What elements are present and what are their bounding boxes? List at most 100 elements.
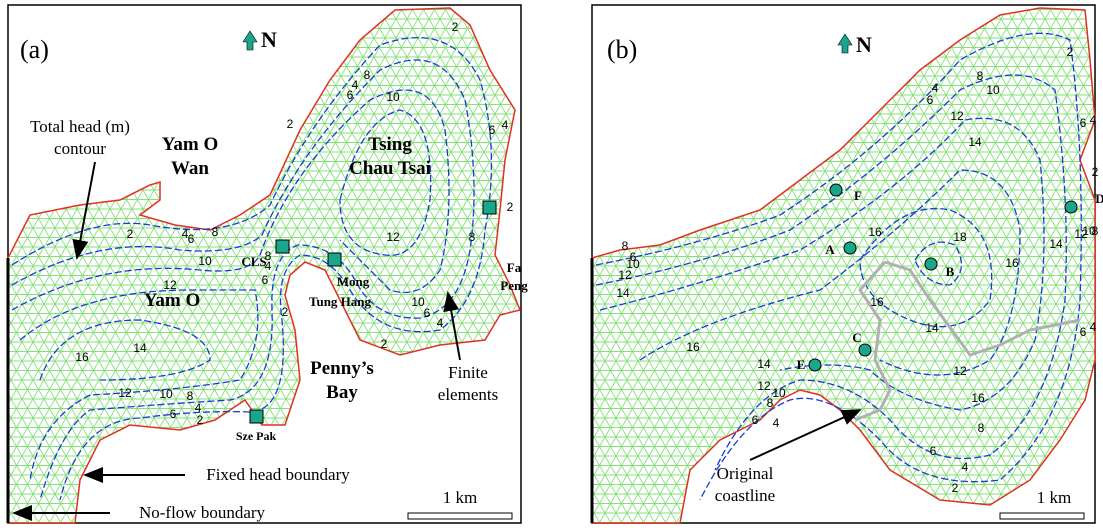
contour-label: 2 — [507, 200, 514, 214]
contour-label: 8 — [1092, 224, 1099, 238]
panel-b: (b) N FABCEDOriginalcoastline1 km2810461… — [592, 5, 1103, 523]
contour-label: 4 — [265, 259, 272, 273]
contour-label: 16 — [1005, 256, 1019, 270]
contour-label: 14 — [757, 357, 771, 371]
place-label: Sze Pak — [236, 429, 277, 443]
contour-label: 14 — [925, 321, 939, 335]
place-label: Original — [717, 464, 774, 483]
observation-well — [925, 258, 937, 270]
observation-well — [859, 344, 871, 356]
place-label: contour — [54, 139, 106, 158]
place-label: Tsing — [368, 134, 412, 155]
contour-label: 6 — [262, 273, 269, 287]
contour-label: 6 — [1080, 325, 1087, 339]
observation-well — [1065, 201, 1077, 213]
contour-label: 10 — [386, 90, 400, 104]
contour-label: 10 — [159, 387, 173, 401]
scale-bar — [1000, 513, 1084, 519]
place-label: Penny’s — [310, 358, 374, 379]
place-label: elements — [438, 385, 498, 404]
contour-label: 2 — [287, 117, 294, 131]
contour-label: 16 — [75, 350, 89, 364]
place-label: Tung Hang — [309, 294, 372, 309]
panel-a: (a) N Total head (m) contour Yam O Wan Tsing… — [8, 5, 528, 523]
contour-label: 8 — [622, 239, 629, 253]
contour-label: 4 — [352, 78, 359, 92]
station — [483, 201, 496, 214]
observation-well — [809, 359, 821, 371]
place-label: E — [797, 357, 806, 372]
panel-label: (b) — [607, 35, 637, 64]
contour-label: 14 — [616, 286, 630, 300]
contour-label: 4 — [502, 118, 509, 132]
scale-bar — [408, 513, 512, 519]
contour-label: 8 — [187, 389, 194, 403]
place-label: Fa — [507, 260, 522, 275]
contour-label: 6 — [489, 123, 496, 137]
north-label: N — [261, 27, 277, 52]
contour-label: 4 — [1090, 113, 1097, 127]
place-label: A — [825, 242, 835, 257]
contour-label: 2 — [127, 227, 134, 241]
place-label: coastline — [715, 486, 775, 505]
contour-label: 12 — [953, 364, 967, 378]
contour-label: 16 — [870, 295, 884, 309]
place-label: F — [854, 188, 862, 203]
contour-label: 2 — [282, 305, 289, 319]
contour-label: 8 — [767, 396, 774, 410]
contour-label: 14 — [1049, 237, 1063, 251]
contour-label: 2 — [452, 20, 459, 34]
panel-label: (a) — [20, 35, 49, 64]
contour-label: 12 — [757, 379, 771, 393]
contour-label: 2 — [381, 337, 388, 351]
place-label: Finite — [448, 363, 488, 382]
place-label: Yam O — [144, 290, 200, 311]
place-label: Bay — [326, 382, 358, 403]
contour-label: 12 — [163, 278, 177, 292]
station — [328, 253, 341, 266]
place-label: Fixed head boundary — [206, 465, 350, 484]
place-label: Yam O — [162, 134, 218, 155]
contour-label: 10 — [198, 254, 212, 268]
contour-label: 4 — [437, 316, 444, 330]
contour-label: 8 — [469, 230, 476, 244]
contour-label: 6 — [630, 250, 637, 264]
contour-label: 2 — [1067, 45, 1074, 59]
contour-label: 16 — [686, 340, 700, 354]
contour-label: 18 — [953, 230, 967, 244]
place-label: No-flow boundary — [139, 503, 266, 522]
observation-well — [830, 184, 842, 196]
contour-label: 16 — [971, 391, 985, 405]
place-label: Wan — [171, 158, 209, 179]
contour-label: 8 — [212, 225, 219, 239]
contour-label: 14 — [133, 341, 147, 355]
place-label: 1 km — [443, 488, 477, 507]
place-label: Chau Tsai — [349, 158, 431, 179]
place-label: B — [946, 264, 955, 279]
contour-label: 10 — [986, 83, 1000, 97]
contour-label: 4 — [773, 416, 780, 430]
contour-label: 6 — [424, 306, 431, 320]
figure: (a) N Total head (m) contour Yam O Wan Tsing… — [0, 0, 1103, 531]
contour-label: 12 — [118, 386, 132, 400]
north-label: N — [856, 32, 872, 57]
contour-label: 12 — [950, 109, 964, 123]
contour-label: 12 — [386, 230, 400, 244]
contour-label: 6 — [927, 93, 934, 107]
contour-label: 16 — [868, 225, 882, 239]
contour-label: 2 — [197, 413, 204, 427]
observation-well — [844, 242, 856, 254]
place-label: Mong — [337, 274, 370, 289]
contour-label: 8 — [364, 68, 371, 82]
place-label: D — [1095, 191, 1103, 206]
contour-label: 6 — [752, 413, 759, 427]
contour-label: 14 — [968, 135, 982, 149]
contour-label: 8 — [978, 421, 985, 435]
contour-label: 6 — [188, 232, 195, 246]
contour-label: 2 — [952, 481, 959, 495]
station — [276, 240, 289, 253]
contour-label: 4 — [1090, 320, 1097, 334]
contour-label: 2 — [1092, 165, 1099, 179]
contour-label: 10 — [772, 386, 786, 400]
place-label: Total head (m) — [30, 117, 130, 136]
